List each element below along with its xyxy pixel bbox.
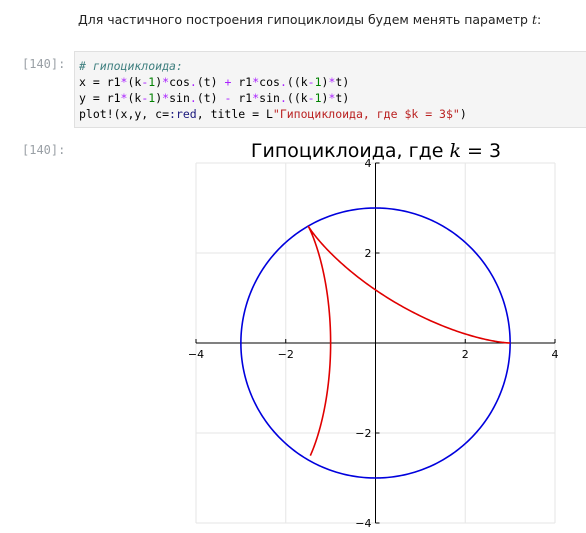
input-prompt: [140]: xyxy=(22,57,66,71)
param-t: t xyxy=(531,12,537,27)
y-tick-label: 2 xyxy=(365,247,372,260)
chart-title: Гипоциклоида, где k = 3 xyxy=(251,140,501,162)
code-line: y = r1*(k-1)*sin.(t) - r1*sin.((k-1)*t) xyxy=(79,91,350,105)
code-line: # гипоциклоида: xyxy=(79,59,183,73)
code-cell[interactable]: # гипоциклоида: x = r1*(k-1)*cos.(t) + r1… xyxy=(74,51,586,128)
x-tick-label: −4 xyxy=(188,348,204,361)
x-tick-label: −2 xyxy=(278,348,294,361)
series-circle xyxy=(240,207,511,479)
y-tick-label: −4 xyxy=(355,517,371,530)
y-tick-label: −2 xyxy=(355,427,371,440)
y-tick-label: 4 xyxy=(365,157,372,170)
x-tick-label: 4 xyxy=(552,348,559,361)
code-line: plot!(x,y, c=:red, title = L"Гипоциклоид… xyxy=(79,107,467,121)
code-line: x = r1*(k-1)*cos.(t) + r1*cos.((k-1)*t) xyxy=(79,75,350,89)
output-prompt: [140]: xyxy=(22,143,66,157)
x-tick-label: 2 xyxy=(462,348,469,361)
series-hypocycloid xyxy=(307,225,511,456)
markdown-text: Для частичного построения гипоциклоиды б… xyxy=(78,12,542,27)
